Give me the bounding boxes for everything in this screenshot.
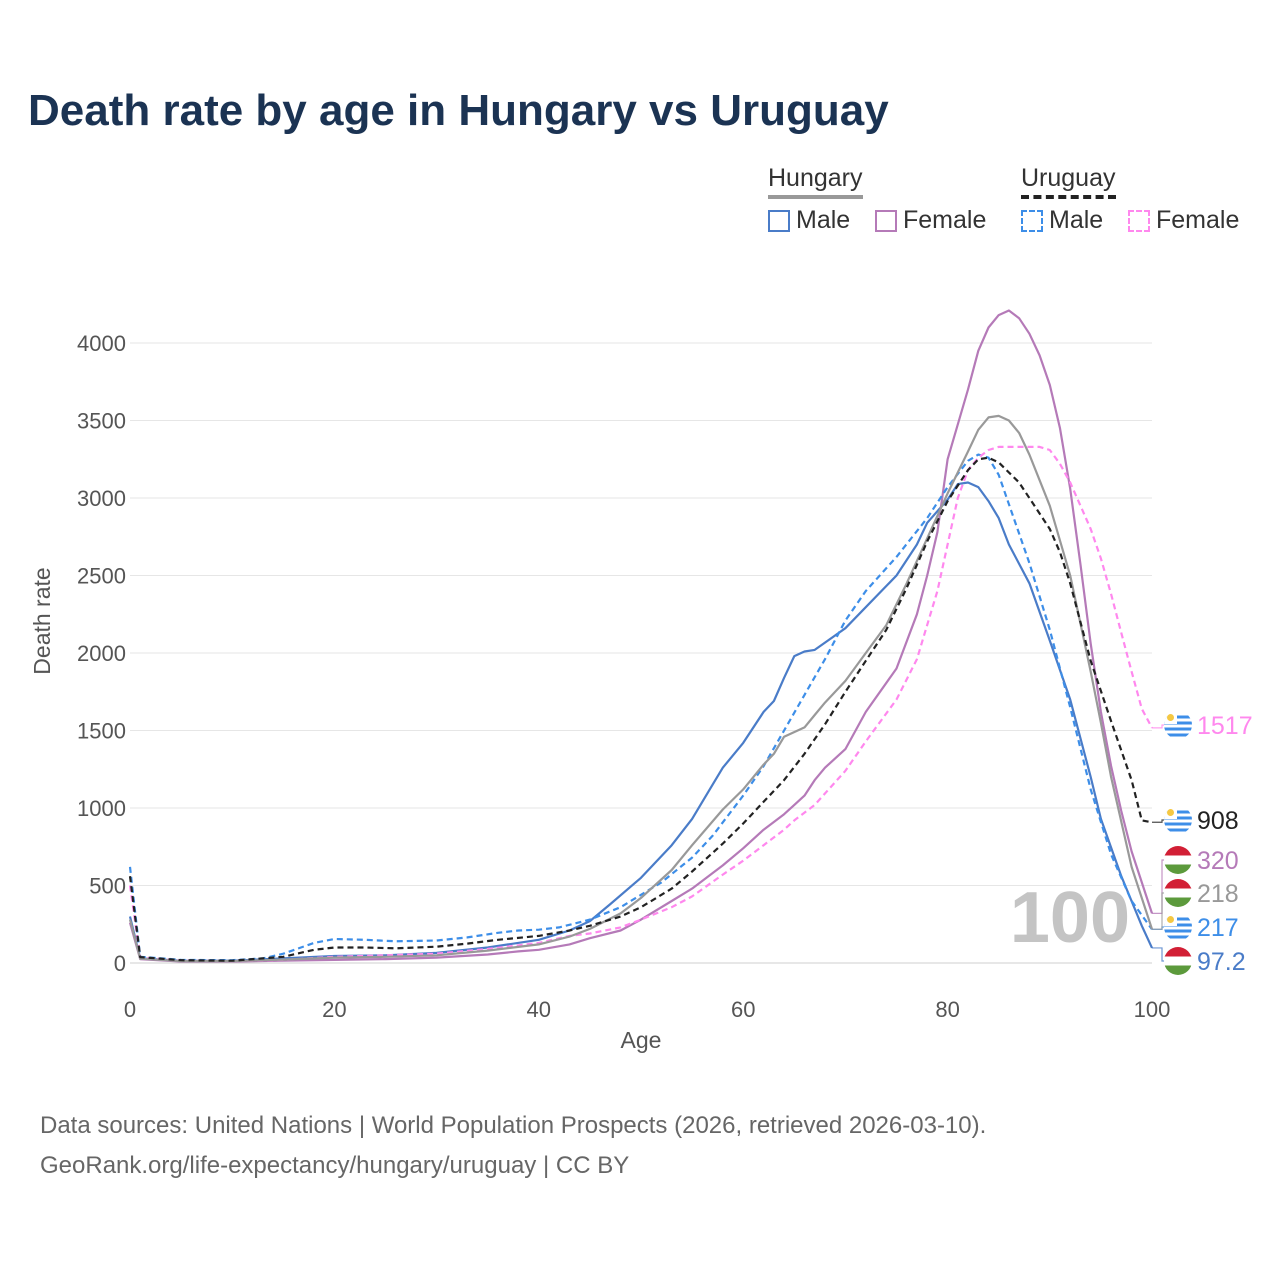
series-line-uruguay[interactable] bbox=[128, 456, 1153, 962]
end-connector bbox=[1152, 859, 1166, 914]
legend-uruguay-female-label: Female bbox=[1156, 206, 1240, 234]
legend-uruguay-male-swatch bbox=[1021, 209, 1043, 232]
legend-hungary-female-swatch bbox=[875, 209, 897, 232]
end-connector bbox=[1152, 724, 1166, 729]
end-connector bbox=[1152, 892, 1166, 930]
end-label-hungary: 218 bbox=[1197, 880, 1239, 908]
legend-uruguay-male-label: Male bbox=[1049, 206, 1104, 234]
end-label-uruguay-male: 217 bbox=[1197, 914, 1239, 942]
end-connector bbox=[1152, 819, 1166, 823]
x-axis-label: Age bbox=[621, 1027, 662, 1053]
grid-lines bbox=[130, 342, 1152, 964]
legend-hungary-male[interactable]: Male bbox=[768, 206, 850, 235]
end-labels: 97.2 320 217 1517 218 908 bbox=[1152, 711, 1253, 976]
hungary-flag-icon bbox=[1164, 846, 1192, 874]
y-tick-label: 1500 bbox=[77, 719, 126, 744]
y-tick-label: 0 bbox=[114, 951, 126, 976]
end-connector bbox=[1152, 947, 1166, 962]
hungary-flag-icon bbox=[1164, 879, 1192, 907]
series-line-hungary-female[interactable] bbox=[128, 309, 1154, 963]
x-tick-label: 80 bbox=[935, 997, 959, 1022]
legend-uruguay-title: Uruguay bbox=[1021, 164, 1116, 199]
legend-uruguay-female[interactable]: Female bbox=[1128, 206, 1239, 235]
legend-hungary-female-label: Female bbox=[903, 206, 987, 234]
end-label-uruguay-female: 1517 bbox=[1197, 712, 1253, 740]
x-tick-label: 40 bbox=[527, 997, 551, 1022]
y-tick-label: 500 bbox=[89, 874, 126, 899]
legend-hungary-title: Hungary bbox=[768, 164, 863, 199]
y-tick-label: 1000 bbox=[77, 796, 126, 821]
uruguay-flag-icon bbox=[1164, 711, 1192, 739]
chart-title: Death rate by age in Hungary vs Uruguay bbox=[28, 86, 889, 135]
series-line-hungary-male[interactable] bbox=[128, 481, 1153, 962]
legend-uruguay-female-swatch bbox=[1128, 209, 1150, 232]
watermark: 100 bbox=[1010, 878, 1130, 958]
y-tick-label: 2500 bbox=[77, 564, 126, 589]
hungary-flag-icon bbox=[1164, 947, 1192, 975]
chart-area: 0 500 1000 1500 2000 2500 3000 3500 4000 0 20 40 60… bbox=[29, 309, 1253, 1053]
legend-hungary-male-swatch bbox=[768, 209, 790, 232]
legend-hungary: Hungary bbox=[768, 164, 863, 199]
series-line-uruguay-female[interactable] bbox=[128, 445, 1153, 963]
y-tick-label: 3500 bbox=[77, 409, 126, 434]
uruguay-flag-icon bbox=[1164, 913, 1192, 941]
y-tick-label: 3000 bbox=[77, 486, 126, 511]
series-lines bbox=[128, 309, 1154, 963]
end-label-hungary-male: 97.2 bbox=[1197, 948, 1246, 976]
uruguay-flag-icon bbox=[1164, 806, 1192, 834]
y-tick-label: 4000 bbox=[77, 331, 126, 356]
source-note: Data sources: United Nations | World Pop… bbox=[40, 1106, 986, 1186]
legend-hungary-male-label: Male bbox=[796, 206, 851, 234]
series-line-hungary[interactable] bbox=[128, 414, 1154, 963]
x-tick-label: 0 bbox=[124, 997, 136, 1022]
y-tick-labels: 0 500 1000 1500 2000 2500 3000 3500 4000 bbox=[77, 331, 126, 976]
legend-uruguay: Uruguay bbox=[1021, 164, 1116, 199]
y-axis-label: Death rate bbox=[29, 567, 55, 674]
x-tick-labels: 0 20 40 60 80 100 bbox=[124, 997, 1170, 1022]
end-label-uruguay: 908 bbox=[1197, 807, 1239, 835]
x-tick-label: 100 bbox=[1134, 997, 1171, 1022]
x-tick-label: 20 bbox=[322, 997, 346, 1022]
legend-uruguay-male[interactable]: Male bbox=[1021, 206, 1103, 235]
source-line-1: Data sources: United Nations | World Pop… bbox=[40, 1112, 987, 1139]
source-line-2[interactable]: GeoRank.org/life-expectancy/hungary/urug… bbox=[40, 1152, 630, 1179]
series-line-uruguay-male[interactable] bbox=[128, 453, 1153, 962]
x-tick-label: 60 bbox=[731, 997, 755, 1022]
end-label-hungary-female: 320 bbox=[1197, 847, 1239, 875]
legend-hungary-female[interactable]: Female bbox=[875, 206, 986, 235]
y-tick-label: 2000 bbox=[77, 641, 126, 666]
